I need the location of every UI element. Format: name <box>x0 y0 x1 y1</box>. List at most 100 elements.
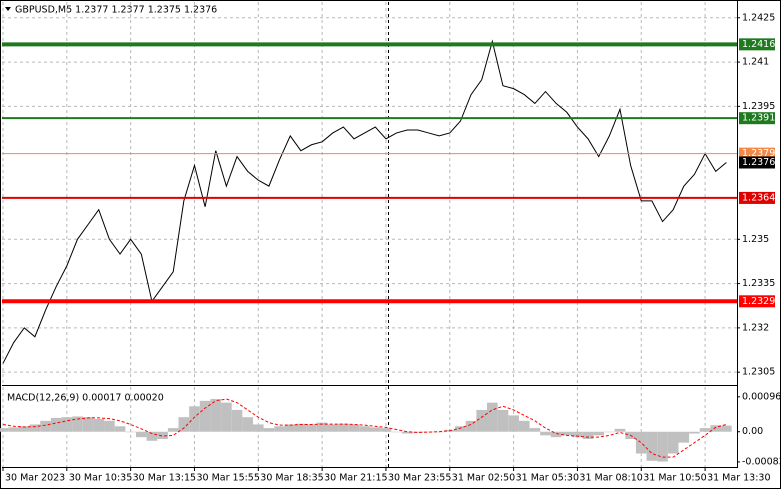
chart-title: GBPUSD,M5 1.2377 1.2377 1.2375 1.2376 <box>15 5 217 16</box>
macd-bar <box>476 409 488 432</box>
macd-title: MACD(12,26,9) 0.00017 0.00020 <box>7 393 164 404</box>
macd-bar <box>561 431 573 436</box>
macd-bar <box>157 431 168 439</box>
level-label-box <box>739 191 775 204</box>
x-tick-label: 31 Mar 10:50 <box>643 473 706 484</box>
x-tick-label: 30 Mar 13:15 <box>133 473 196 484</box>
macd-bar <box>359 426 370 432</box>
macd-bar <box>593 431 605 436</box>
macd-bar <box>550 431 562 438</box>
macd-bar <box>635 431 647 454</box>
y-tick-label: 0.00096 <box>742 391 781 402</box>
x-tick-label: 30 Mar 23:55 <box>388 473 451 484</box>
macd-bar <box>178 417 190 432</box>
macd-bar <box>263 428 275 432</box>
macd-bar <box>284 424 296 432</box>
macd-bar <box>380 428 392 432</box>
price-line <box>2 39 727 364</box>
macd-bar <box>604 431 615 433</box>
macd-bar <box>465 420 477 432</box>
macd-bar <box>401 431 413 434</box>
macd-bar <box>316 422 328 432</box>
macd-bar <box>391 431 402 433</box>
macd-bar <box>699 428 711 432</box>
macd-bar <box>210 399 222 432</box>
macd-bar <box>657 431 668 462</box>
macd-bar <box>114 426 126 432</box>
x-tick-label: 31 Mar 13:30 <box>707 473 770 484</box>
macd-bar <box>252 424 264 432</box>
macd-bar <box>40 420 51 432</box>
last-price-label: 1.2376 <box>742 157 775 168</box>
macd-bar <box>125 431 136 433</box>
macd-bar <box>274 426 285 432</box>
y-tick-label: 1.241 <box>742 57 769 68</box>
x-tick-label: 31 Mar 08:10 <box>579 473 642 484</box>
y-tick-label: 1.232 <box>742 322 769 333</box>
last-price-box <box>739 156 775 169</box>
x-tick-label: 31 Mar 05:30 <box>516 473 579 484</box>
macd-bar <box>82 417 94 432</box>
level-label: 1.2364 <box>742 192 775 203</box>
signal-line <box>2 398 727 458</box>
level-label: 1.2391 <box>742 113 775 124</box>
macd-bar <box>412 431 424 433</box>
macd-bar <box>221 402 232 432</box>
level-label-box <box>739 112 775 125</box>
x-tick-label: 30 Mar 10:35 <box>69 473 132 484</box>
x-tick-label: 30 Mar 21:15 <box>324 473 387 484</box>
macd-bar <box>167 428 179 432</box>
level-label-box <box>739 295 775 308</box>
y-tick-label: 1.2305 <box>742 367 775 378</box>
level-label: 1.2329 <box>742 296 775 307</box>
macd-bar <box>0 428 9 432</box>
macd-bar <box>455 426 466 432</box>
y-tick-label: 1.2335 <box>742 278 775 289</box>
macd-bar <box>199 400 211 432</box>
macd-bar <box>572 431 583 438</box>
level-label: 1.2416 <box>742 39 775 50</box>
macd-bar <box>423 431 434 433</box>
macd-bar <box>710 425 722 432</box>
x-tick-label: 30 Mar 15:55 <box>196 473 259 484</box>
y-tick-label: -0.00083 <box>742 456 781 467</box>
y-tick-label: 1.235 <box>742 234 769 245</box>
macd-bar <box>93 419 105 432</box>
macd-bar <box>646 431 658 461</box>
macd-bar <box>50 417 62 432</box>
macd-bar <box>231 409 243 432</box>
macd-bar <box>295 423 307 432</box>
macd-bar <box>667 431 679 454</box>
macd-bar <box>689 431 700 434</box>
macd-bar <box>582 431 594 439</box>
macd-bar <box>306 424 317 432</box>
macd-bar <box>540 431 551 436</box>
macd-bar <box>72 416 83 432</box>
macd-bar <box>189 406 200 432</box>
macd-bar <box>614 428 626 432</box>
menu-arrow <box>5 7 11 11</box>
macd-bar <box>338 423 349 432</box>
macd-bar <box>348 424 360 432</box>
y-tick-label: 1.2425 <box>742 12 775 23</box>
level-label: 1.2379 <box>742 148 775 159</box>
macd-bar <box>135 431 147 438</box>
macd-bar <box>508 415 519 432</box>
y-tick-label: 0.00 <box>742 426 763 437</box>
x-tick-label: 30 Mar 18:35 <box>260 473 323 484</box>
macd-bar <box>497 409 509 432</box>
macd-bar <box>327 424 339 432</box>
macd-bar <box>146 431 158 441</box>
macd-bar <box>8 427 19 432</box>
macd-bar <box>529 428 541 432</box>
macd-bar <box>370 427 381 432</box>
macd-bar <box>721 425 732 432</box>
macd-bar <box>487 402 498 432</box>
macd-bar <box>678 431 690 443</box>
macd-bar <box>29 424 41 432</box>
x-tick-label: 31 Mar 02:50 <box>452 473 515 484</box>
macd-bar <box>104 420 115 432</box>
y-tick-label: 1.2395 <box>742 101 775 112</box>
